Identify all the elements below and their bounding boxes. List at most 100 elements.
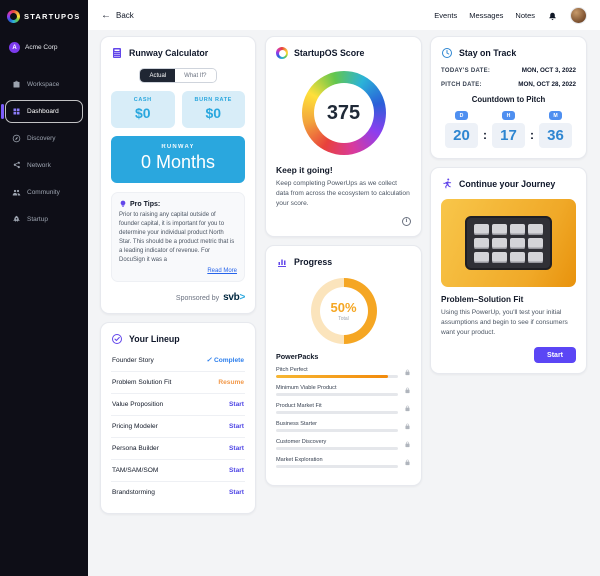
today-date-label: TODAY'S DATE: [441,68,491,74]
network-icon [12,161,21,170]
lineup-item-label: Founder Story [112,356,154,364]
powerpack-row[interactable]: Market Exploration [276,457,411,469]
start-button[interactable]: Start [534,347,576,364]
sidebar-item-discovery[interactable]: Discovery [5,127,83,150]
back-arrow-icon [101,10,111,21]
score-gauge: 375 [301,71,386,155]
burn-rate-box[interactable]: BURN RATE $0 [181,91,245,128]
progress-card: Progress 50% Total PowerPacks Pitch Perf… [265,244,422,486]
sidebar-item-startup[interactable]: Startup [5,208,83,231]
keypad-key [492,251,507,263]
progress-card-header: Progress [276,256,411,268]
sidebar-item-network[interactable]: Network [5,154,83,177]
powerpack-row[interactable]: Business Starter [276,421,411,433]
stay-on-track-title: Stay on Track [459,48,517,58]
powerpack-progressbar [276,429,398,433]
lineup-action-start[interactable]: Start [228,467,244,474]
keypad-key [474,237,489,249]
sidebar-item-label: Discovery [27,135,56,142]
people-icon [12,188,21,197]
powerpack-row[interactable]: Product Market Fit [276,403,411,415]
cash-box[interactable]: CASH $0 [111,91,175,128]
nav-events[interactable]: Events [434,10,458,20]
bar-chart-icon [278,259,286,267]
toggle-whatif-button[interactable]: What If? [175,69,216,82]
pro-tips-box: Pro Tips: Prior to raising any capital o… [111,192,245,282]
clock-icon [442,48,452,58]
toggle-actual-button[interactable]: Actual [140,69,176,82]
sidebar-item-label: Workspace [27,81,60,88]
back-button[interactable]: Back [101,10,134,21]
runway-card-title: Runway Calculator [129,48,209,58]
lightbulb-icon [120,200,126,207]
powerpack-row[interactable]: Customer Discovery [276,439,411,451]
nav-notes[interactable]: Notes [515,10,535,20]
powerpack-label: Pitch Perfect [276,366,308,373]
lineup-action-start[interactable]: Start [228,401,244,408]
svb-chevron-icon: > [239,292,245,303]
lock-icon [404,405,411,412]
your-lineup-card: Your Lineup Founder Story Complete Probl… [100,322,256,514]
pro-tips-text: Prior to raising any capital outside of … [119,212,235,263]
lineup-item-label: Pricing Modeler [112,423,158,430]
lineup-action-start[interactable]: Start [228,423,244,430]
company-name: Acme Corp [25,44,58,51]
lineup-row: Value Proposition Start [111,394,245,416]
user-avatar[interactable] [570,6,587,24]
sponsor-row: Sponsored by svb> [111,292,245,303]
nav-messages[interactable]: Messages [469,10,504,20]
keypad-key [492,223,507,235]
lineup-list: Founder Story Complete Problem Solution … [111,349,245,503]
keypad-key [510,223,525,235]
score-card-header: StartupOS Score [276,47,411,59]
stay-on-track-card: Stay on Track TODAY'S DATE: MON, OCT 3, … [430,36,587,159]
sidebar: STARTUPOS A Acme Corp Workspace Dashboar… [0,0,88,576]
score-heading: Keep it going! [276,165,333,175]
lineup-action-resume[interactable]: Resume [218,379,244,386]
lock-icon [404,441,411,448]
sidebar-nav: Workspace Dashboard Discovery Network Co… [0,73,88,231]
progress-ring: 50% Total [310,277,377,344]
bell-icon[interactable] [547,10,558,21]
lineup-item-label: TAM/SAM/SOM [112,467,159,474]
startupos-score-card: StartupOS Score 375 Keep it going! Keep … [265,36,422,237]
calculator-icon [113,48,121,58]
date-rows: TODAY'S DATE: MON, OCT 3, 2022 PITCH DAT… [441,67,576,88]
svb-logo[interactable]: svb> [223,292,245,303]
lineup-row: Pricing Modeler Start [111,416,245,438]
lineup-action-start[interactable]: Start [228,489,244,496]
pro-tips-header: Pro Tips: [119,200,237,208]
company-switcher[interactable]: A Acme Corp [0,32,88,63]
sidebar-item-label: Dashboard [27,108,59,115]
lineup-card-header: Your Lineup [111,333,245,345]
runway-card-header: Runway Calculator [111,47,245,59]
days-chip: D [455,111,468,120]
sidebar-item-workspace[interactable]: Workspace [5,73,83,96]
lineup-row: Brandstorming Start [111,482,245,503]
startupos-mark-icon [276,47,288,59]
sidebar-item-dashboard[interactable]: Dashboard [1,100,83,123]
powerpack-label: Business Starter [276,420,318,427]
cash-value: $0 [134,105,151,121]
lineup-action-start[interactable]: Start [228,445,244,452]
read-more-link[interactable]: Read More [207,268,237,274]
runway-label: RUNWAY [161,144,195,150]
cash-burn-row: CASH $0 BURN RATE $0 [111,91,245,128]
briefcase-icon [12,80,21,89]
powerpack-row[interactable]: Minimum Viable Product [276,385,411,397]
compass-icon [12,134,21,143]
pitch-date-row: PITCH DATE: MON, OCT 28, 2022 [441,81,576,88]
runner-icon [443,178,452,188]
sidebar-item-community[interactable]: Community [5,181,83,204]
runway-value: 0 Months [140,152,216,172]
journey-card-header: Continue your Journey [441,178,576,190]
progress-card-title: Progress [294,256,333,267]
lineup-item-label: Persona Builder [112,445,159,452]
powerpack-row[interactable]: Pitch Perfect [276,367,411,379]
info-icon[interactable]: i [402,216,411,226]
lineup-action-complete[interactable]: Complete [206,356,244,364]
lineup-row: Founder Story Complete [111,349,245,372]
keypad-key [528,251,543,263]
topbar-actions: Events Messages Notes [434,6,587,24]
keypad-illustration [465,215,552,270]
